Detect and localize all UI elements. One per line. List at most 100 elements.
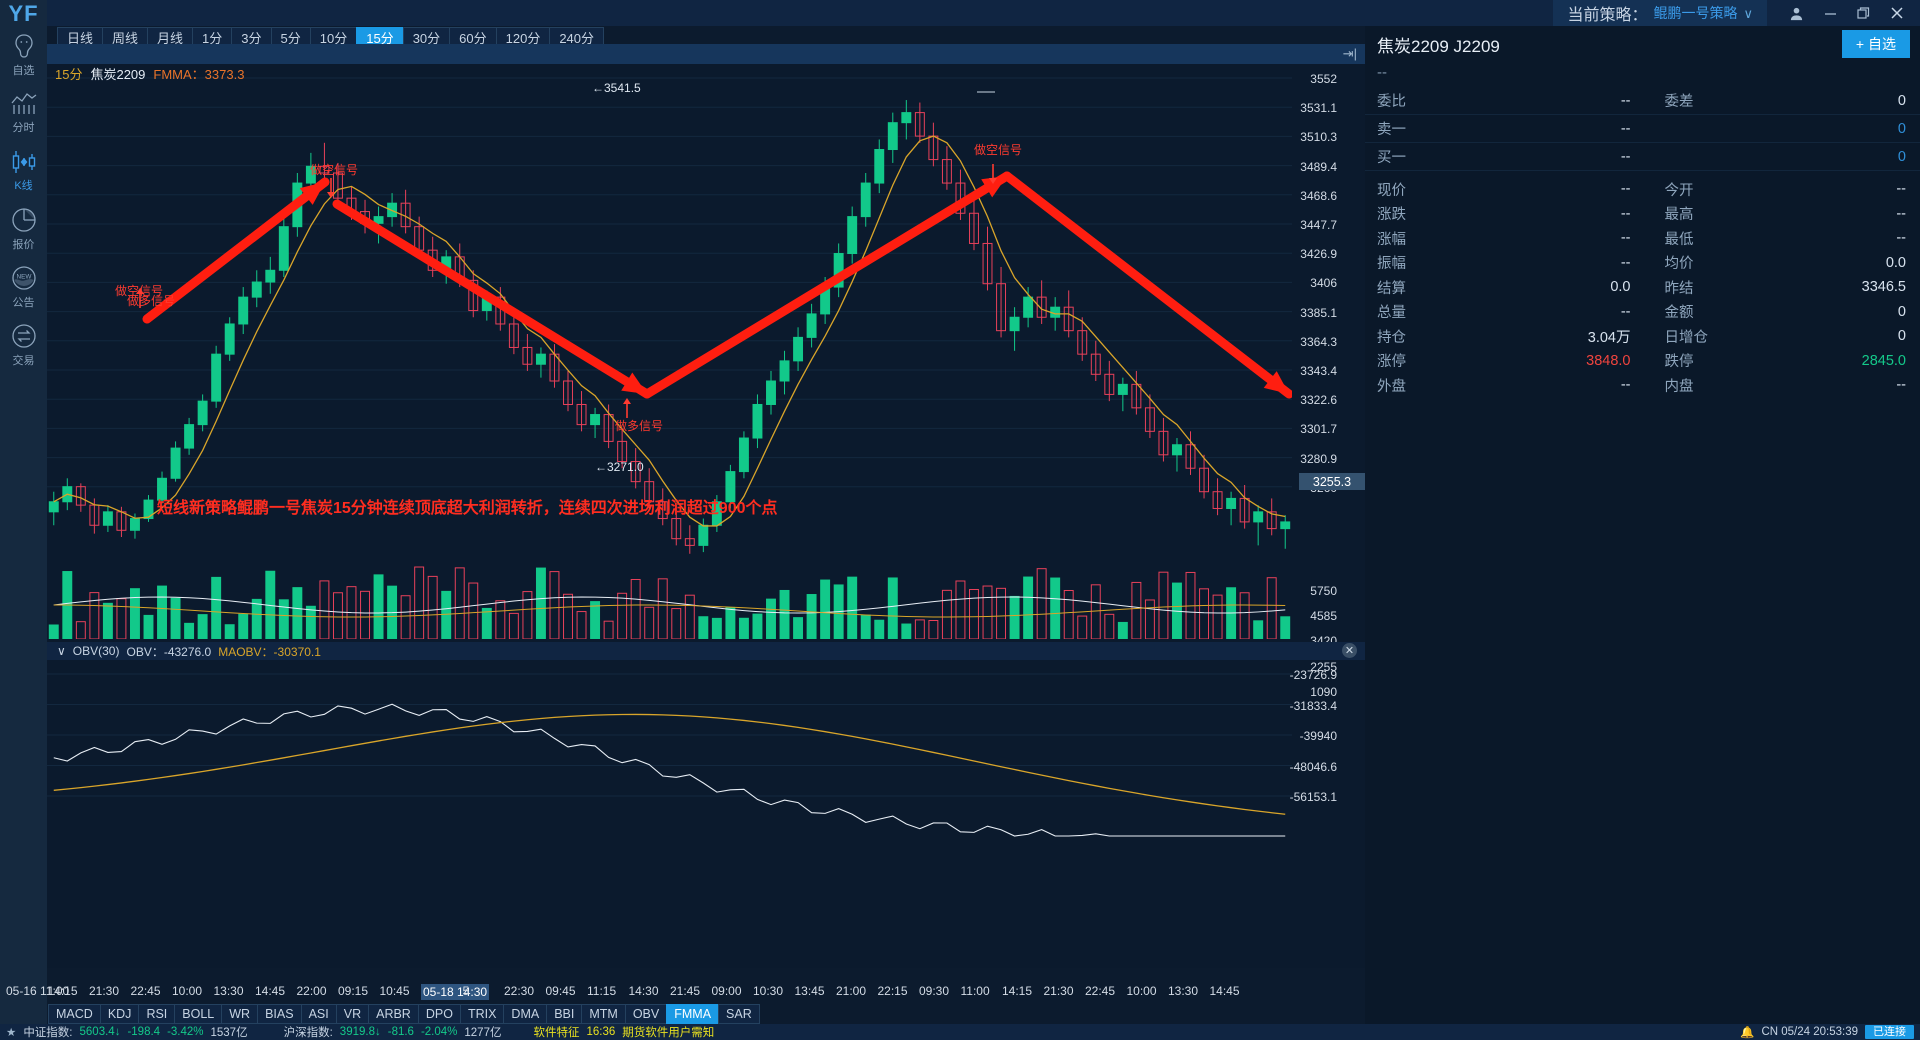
axis-tick: 3468.6 <box>1300 188 1337 203</box>
index1-amount: 1537亿 <box>210 1027 248 1039</box>
sidebar-item-gonggao[interactable]: NEW 公告 <box>0 258 47 316</box>
candlestick-icon <box>11 150 37 174</box>
quote-row: 外盘 -- 内盘 -- <box>1365 373 1920 398</box>
obv-axis-labels: -23726.9 -31833.4 -39940 -48046.6 -56153.1 <box>1289 660 1365 840</box>
quote-key2: 跌停 <box>1664 354 1694 371</box>
quote-value2: 0.0 <box>1885 254 1906 271</box>
indicator-tab-dpo[interactable]: DPO <box>417 1004 460 1024</box>
pin-icon[interactable]: ★ <box>6 1027 17 1039</box>
app-logo: YF <box>8 1 39 26</box>
quote-key: 外盘 <box>1377 378 1406 395</box>
indicator-tab-boll[interactable]: BOLL <box>174 1004 222 1024</box>
indicator-tab-asi[interactable]: ASI <box>300 1004 336 1024</box>
quote-value: 3.04万 <box>1587 329 1631 346</box>
chevron-down-icon[interactable]: ∨ <box>1743 5 1753 21</box>
quote-panel: 焦炭2209 J2209 + 自选 -- 委比 -- 委差 0 卖一 -- 0 买一 -- 0 现… <box>1365 26 1920 1040</box>
quote-key: 涨跌 <box>1377 207 1406 224</box>
indicator-tab-sar[interactable]: SAR <box>718 1004 760 1024</box>
order-book-rows: 委比 -- 委差 0 卖一 -- 0 买一 -- 0 <box>1365 87 1920 171</box>
chart-area[interactable]: 3552 3531.1 3510.3 3489.4 3468.6 3447.7 3426.9… <box>47 64 1365 968</box>
timeframe-tabs: 日线 周线 月线 1分 3分 5分 10分 15分 30分 60分 120分 240分 <box>47 26 1365 48</box>
axis-tick: -39940 <box>1299 729 1337 743</box>
obv-name: OBV(30) <box>72 644 120 658</box>
sidebar-item-label: 自选 <box>12 64 35 77</box>
axis-tick: 5750 <box>1310 584 1337 598</box>
short-signal-3: 做空信号 <box>115 284 164 298</box>
indicator-tab-arbr[interactable]: ARBR <box>368 1004 418 1024</box>
time-tick: 09:45 <box>545 984 576 998</box>
quote-value2: -- <box>1896 230 1906 247</box>
quote-key2: 今开 <box>1664 182 1694 199</box>
quote-key2: 内盘 <box>1664 378 1694 395</box>
axis-tick: 3552 <box>1310 72 1337 86</box>
axis-tick: 3301.7 <box>1300 422 1337 437</box>
quote-value2: 0 <box>1897 148 1906 165</box>
sidebar-item-baojia[interactable]: 报价 <box>0 200 47 258</box>
sidebar-item-zixuan[interactable]: 自选 <box>0 26 47 84</box>
quote-value2: -- <box>1896 205 1906 222</box>
indicator-tab-obv[interactable]: OBV <box>624 1004 667 1024</box>
axis-tick: 3322.6 <box>1300 393 1337 408</box>
expand-right-icon[interactable]: ⇥| <box>1342 46 1357 61</box>
index2-change: -81.6 <box>387 1026 414 1038</box>
add-to-watchlist-button[interactable]: + 自选 <box>1841 30 1910 58</box>
time-tick: 09:30 <box>919 984 950 998</box>
indicator-tab-vr[interactable]: VR <box>335 1004 369 1024</box>
sidebar-item-jiaoyi[interactable]: 交易 <box>0 316 47 374</box>
indicator-tab-kdj[interactable]: KDJ <box>99 1004 139 1024</box>
notice-tag[interactable]: 软件特征 <box>533 1027 580 1039</box>
time-tick: 14:15 <box>47 984 78 998</box>
quote-value: -- <box>1620 148 1631 165</box>
indicator-tab-bias[interactable]: BIAS <box>257 1004 301 1024</box>
quote-row: 总量 -- 金额 0 <box>1365 300 1920 325</box>
sidebar-item-fenshi[interactable]: 分时 <box>0 84 47 142</box>
notice-text[interactable]: 期货软件用户需知 <box>622 1027 715 1039</box>
quote-value: -- <box>1620 120 1631 137</box>
quote-value2: 0 <box>1897 328 1906 345</box>
time-tick: 05-18 14:30 <box>421 984 490 1000</box>
quote-row: 现价 -- 今开 -- <box>1365 177 1920 202</box>
strategy-label: 当前策略： <box>1567 7 1648 24</box>
long-signal-1: 做多信号 <box>127 294 176 308</box>
close-button[interactable] <box>1890 6 1904 20</box>
bell-icon[interactable]: 🔔 <box>1740 1027 1755 1039</box>
quote-row: 振幅 -- 均价 0.0 <box>1365 251 1920 276</box>
obv-value: OBV：-43276.0 <box>126 644 212 659</box>
quote-title: 焦炭2209 J2209 <box>1377 36 1500 56</box>
close-obv-pane-icon[interactable]: ✕ <box>1342 643 1357 658</box>
quote-row: 涨停 3848.0 跌停 2845.0 <box>1365 349 1920 374</box>
indicator-tab-bbi[interactable]: BBI <box>546 1004 582 1024</box>
timeframe-tab-120分[interactable]: 120分 <box>495 27 550 47</box>
quote-key: 涨停 <box>1377 354 1406 371</box>
axis-tick: -31833.4 <box>1289 698 1337 713</box>
left-sidebar: YF 自选 分时 <box>0 0 47 1040</box>
indicator-tab-mtm[interactable]: MTM <box>581 1004 625 1024</box>
time-tick: 11:00 <box>960 984 990 998</box>
time-tick: 21:30 <box>89 984 120 998</box>
quote-status: -- <box>1377 64 1387 81</box>
pie-chart-icon <box>11 207 37 233</box>
indicator-tab-rsi[interactable]: RSI <box>138 1004 175 1024</box>
price-chart[interactable] <box>47 64 1294 594</box>
quote-row: 持仓 3.04万 日增仓 0 <box>1365 324 1920 349</box>
indicator-tab-wr[interactable]: WR <box>221 1004 258 1024</box>
user-icon[interactable] <box>1789 6 1804 21</box>
index1-value: 5603.4↓ <box>79 1026 121 1038</box>
restore-button[interactable] <box>1857 6 1870 20</box>
minimize-button[interactable] <box>1824 7 1837 20</box>
axis-tick: -56153.1 <box>1289 790 1337 804</box>
chevron-down-icon[interactable]: ∨ <box>57 644 66 658</box>
index2-name: 沪深指数: <box>283 1027 333 1039</box>
strategy-selector[interactable]: 当前策略： 鲲鹏一号策略 ∨ <box>1553 0 1767 26</box>
time-tick: 09:15 <box>338 984 369 998</box>
axis-tick: 3531.1 <box>1300 101 1337 116</box>
indicator-tab-trix[interactable]: TRIX <box>459 1004 504 1024</box>
axis-tick: 3343.4 <box>1300 364 1337 378</box>
indicator-tab-dma[interactable]: DMA <box>503 1004 547 1024</box>
indicator-tab-fmma[interactable]: FMMA <box>666 1004 719 1024</box>
sidebar-item-kline[interactable]: K线 <box>0 142 47 200</box>
indicator-tab-macd[interactable]: MACD <box>48 1004 100 1024</box>
timeframe-tab-5分[interactable]: 5分 <box>270 27 310 47</box>
quote-key2: 最高 <box>1664 207 1694 224</box>
axis-tick: 4585 <box>1310 609 1337 624</box>
